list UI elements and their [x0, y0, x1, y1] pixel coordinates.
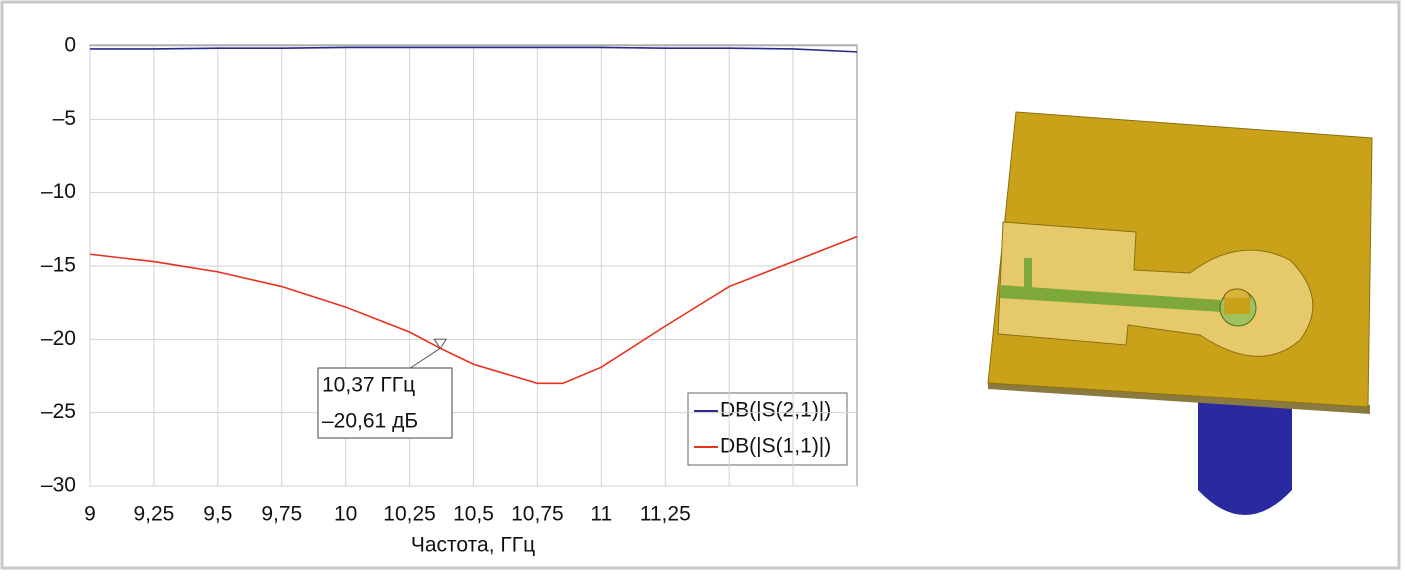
annotation-leader: [409, 347, 441, 369]
x-tick-label: 9,25: [133, 503, 174, 526]
marker: [433, 338, 448, 350]
y-tick-label: 0: [64, 34, 76, 57]
y-tick-label: –15: [41, 254, 76, 277]
series-line: [89, 235, 858, 385]
legend-label: DB(|S(1,1)|): [720, 435, 831, 458]
x-axis-label: Частота, ГГц: [411, 534, 535, 557]
y-tick-label: –10: [41, 180, 76, 203]
legend: DB(|S(2,1)|) DB(|S(1,1)|): [687, 392, 848, 466]
x-tick-label: 10,75: [511, 503, 564, 526]
plot: [89, 45, 857, 487]
x-tick-label: 11,25: [640, 503, 691, 526]
annotation-box: [317, 367, 453, 439]
x-tick-label: 10,25: [383, 503, 436, 526]
x-tick-label: 9,75: [261, 503, 302, 526]
series-line: [90, 46, 858, 53]
x-tick-label: 11: [590, 503, 612, 526]
y-tick-label: –30: [41, 474, 76, 497]
annotation-text: 10,37 ГГц: [322, 374, 415, 397]
y-tick-label: –25: [41, 400, 76, 423]
x-tick-label: 10,5: [453, 503, 494, 526]
y-tick-label: –20: [41, 327, 76, 350]
y-tick-label: –5: [53, 107, 76, 130]
x-tick-label: 9,5: [203, 503, 232, 526]
annotation-text: –20,61 дБ: [322, 410, 418, 433]
x-tick-label: 10: [334, 503, 357, 526]
antenna-render: [987, 111, 1373, 515]
legend-label: DB(|S(2,1)|): [720, 399, 831, 422]
x-tick-label: 9: [84, 503, 96, 526]
